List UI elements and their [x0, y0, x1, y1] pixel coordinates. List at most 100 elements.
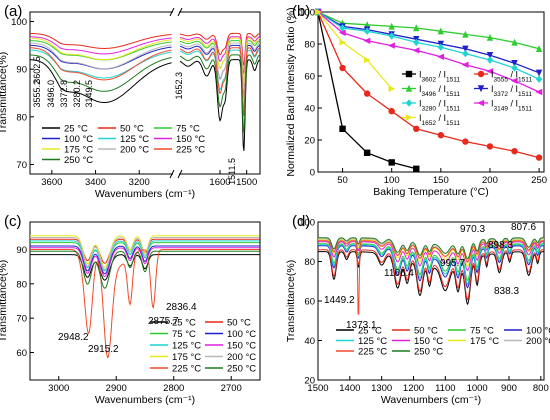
axis-break-gap	[173, 10, 179, 15]
x-tick-label: 1500	[236, 177, 257, 188]
legend-label: I3372 / I1511	[491, 84, 532, 98]
legend-label-part: 1511	[446, 120, 460, 127]
data-point	[363, 90, 371, 97]
series-line	[317, 11, 417, 170]
legend-label-part: 1511	[518, 105, 532, 112]
x-tick-label: 3400	[85, 177, 106, 188]
data-point	[486, 33, 494, 41]
legend-label: 75 °C	[176, 124, 200, 135]
plot-frame	[29, 221, 261, 381]
peak-annotation: 2915.2	[88, 344, 119, 355]
legend-label-part: I	[491, 99, 494, 109]
legend-label: 250 °C	[227, 364, 256, 375]
data-point	[486, 143, 494, 150]
peak-annotation: 1166.4	[384, 268, 414, 279]
series-line-25-seg1	[30, 59, 172, 103]
series-line-150-seg1	[30, 36, 172, 55]
x-tick-label: 150	[433, 175, 449, 186]
peak-annotation: 807.6	[511, 222, 536, 233]
legend-label-part: 1511	[518, 76, 532, 83]
data-point	[387, 42, 395, 49]
legend-label: I3496 / I1511	[419, 84, 460, 98]
x-tick-label: 2700	[221, 383, 242, 394]
data-point	[413, 24, 420, 32]
data-point	[437, 132, 445, 139]
data-point	[437, 43, 445, 51]
legend-label: 175 °C	[172, 352, 201, 363]
x-tick-label: 3600	[41, 177, 62, 188]
legend-label: 25 °C	[64, 124, 88, 135]
legend-label: I3602 / I1511	[419, 70, 460, 84]
series-line-25	[30, 254, 260, 281]
data-point	[363, 149, 371, 156]
axis-break-mark	[169, 169, 175, 179]
x-tick-label: 900	[501, 383, 517, 394]
legend-label: 50 °C	[227, 318, 251, 329]
series-line-50-seg1	[30, 32, 172, 49]
y-tick-label: 80	[304, 257, 315, 268]
peak-annotation: 1373.1	[346, 320, 377, 331]
data-point	[388, 85, 396, 92]
series-ratio_3555	[314, 8, 543, 161]
data-point	[535, 69, 543, 77]
legend-label: 175 °C	[64, 145, 93, 156]
data-point	[405, 114, 413, 121]
series-line-250	[318, 237, 544, 260]
data-point	[339, 24, 346, 32]
x-axis-label: Baking Temperature (°C)	[373, 186, 488, 198]
series-ratio_3496	[314, 8, 543, 52]
legend-label: 125 °C	[358, 336, 387, 347]
legend-label: I3280 / I1511	[419, 99, 460, 113]
data-point	[388, 159, 395, 166]
data-point	[511, 38, 518, 46]
peak-annotation: 995.7	[440, 258, 465, 269]
series-line-75	[30, 242, 260, 271]
y-tick-label: 90	[16, 245, 27, 256]
y-tick-label: 80	[16, 279, 27, 290]
y-tick-label: 80	[16, 112, 27, 123]
legend-label: 175 °C	[470, 336, 499, 347]
series-line-200-seg1	[30, 42, 172, 70]
legend-label-part: I	[419, 70, 422, 80]
y-tick-label: 60	[304, 297, 315, 308]
data-point	[486, 68, 494, 75]
legend-label: 200 °C	[120, 145, 149, 156]
x-tick-label: 1600	[209, 177, 230, 188]
data-point	[462, 49, 469, 58]
peak-annotation: 3602.5	[32, 56, 42, 84]
series-line	[317, 11, 540, 50]
data-point	[314, 8, 322, 16]
series-line-25	[318, 251, 544, 306]
legend-label-part: / I	[436, 84, 446, 94]
peak-annotation: 898.3	[488, 240, 513, 251]
series-line-225-seg2	[179, 47, 260, 117]
legend-label: 25 °C	[172, 318, 196, 329]
y-tick-label: 90	[16, 65, 27, 76]
legend-label: 100 °C	[526, 326, 550, 337]
data-point	[486, 52, 494, 59]
x-tick-label: 2800	[163, 383, 184, 394]
x-tick-label: 1000	[467, 383, 488, 394]
legend-label-part: 3496	[422, 91, 437, 98]
panel-label: (a)	[4, 3, 22, 20]
x-tick-label: 3200	[129, 177, 150, 188]
legend-label-part: / I	[436, 70, 446, 80]
legend-label: 150 °C	[227, 341, 256, 352]
data-point	[363, 37, 371, 44]
data-point	[338, 29, 346, 36]
y-tick-label: 70	[16, 314, 27, 325]
panel-c: 60 70 80 90 3000 2900 2800 2700 Wavenumbers (cm⁻…	[0, 213, 261, 406]
legend-label-part: 1511	[446, 76, 460, 83]
data-point	[535, 154, 543, 161]
data-point	[486, 56, 494, 64]
axis-break-mark	[177, 7, 183, 17]
data-point	[363, 56, 371, 64]
series-line-250	[30, 250, 260, 289]
data-point	[511, 148, 518, 155]
axis-break-mark	[169, 7, 175, 17]
data-point	[477, 85, 485, 93]
series-line-150	[30, 247, 260, 278]
data-point	[388, 22, 395, 30]
data-point	[535, 75, 543, 83]
